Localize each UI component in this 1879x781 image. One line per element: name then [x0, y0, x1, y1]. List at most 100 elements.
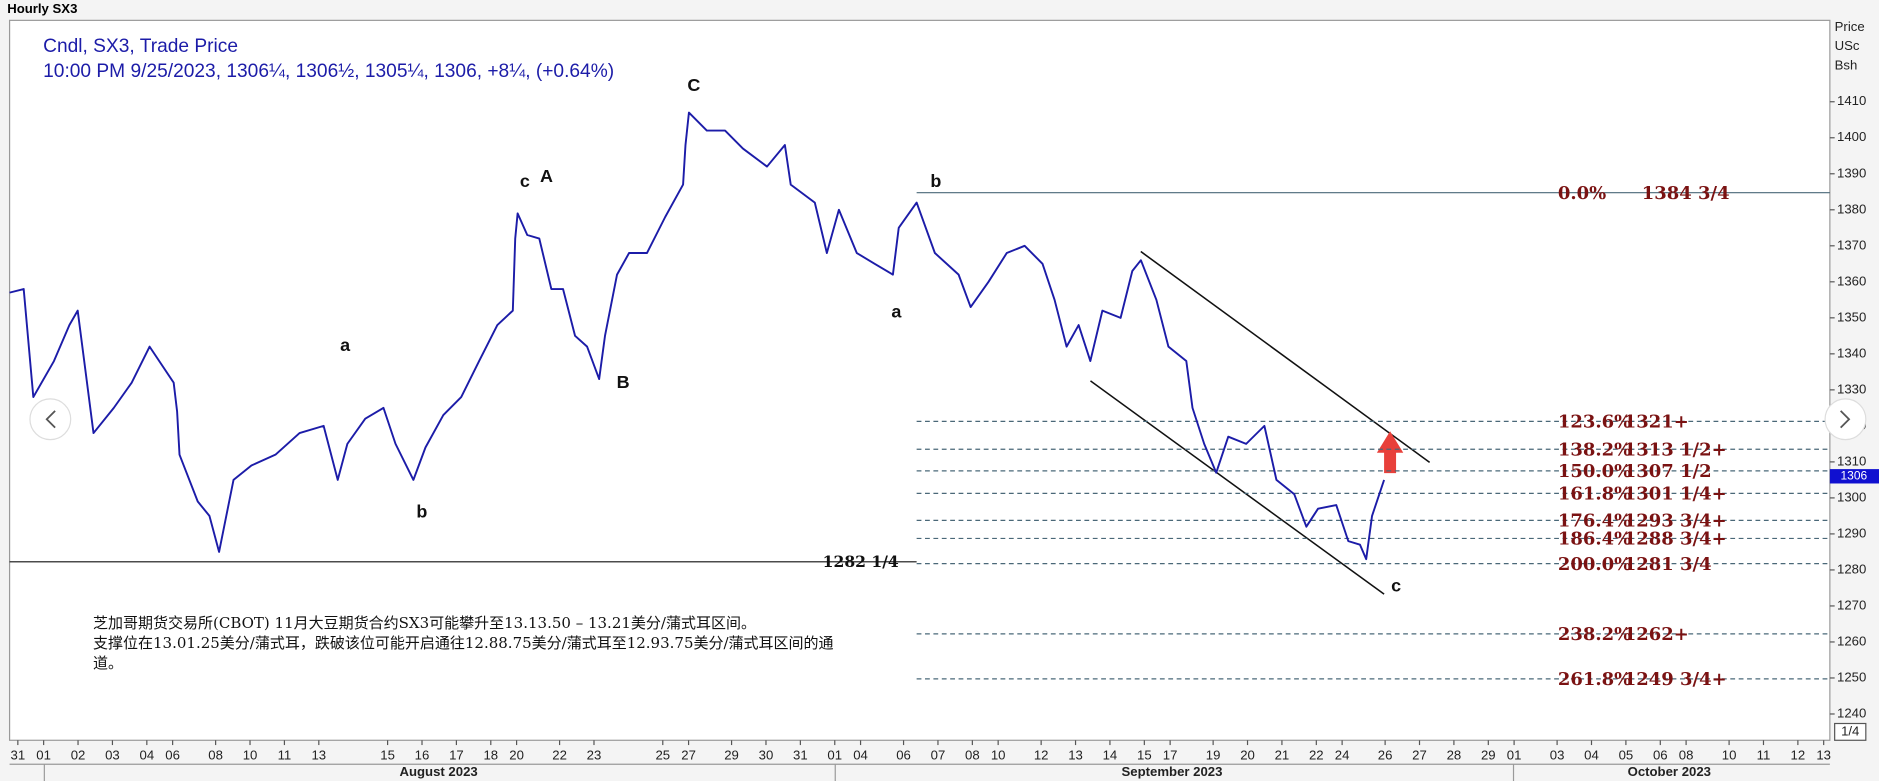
month-label: October 2023	[1628, 764, 1711, 779]
x-tick-label: 05	[1619, 747, 1634, 762]
wave-label: b	[930, 171, 941, 191]
x-tick-label: 27	[1412, 747, 1427, 762]
x-tick-label: 25	[655, 747, 670, 762]
fib-ratio: 161.8%	[1558, 484, 1631, 505]
x-tick-label: 11	[1757, 747, 1771, 762]
prev-icon	[45, 410, 56, 429]
scale-label: 1/4	[1841, 723, 1859, 738]
x-tick-label: 28	[1447, 747, 1462, 762]
scale-box	[1834, 722, 1867, 741]
x-tick-label: 15	[1137, 747, 1152, 762]
x-tick-label: 20	[509, 747, 524, 762]
x-tick-label: 03	[105, 747, 120, 762]
x-tick-label: 08	[1679, 747, 1694, 762]
x-tick-label: 22	[1309, 747, 1324, 762]
x-tick-label: 27	[681, 747, 696, 762]
fib-ratio: 123.6%	[1558, 412, 1631, 433]
fib-ratio: 261.8%	[1558, 669, 1631, 690]
y-tick-label: 1400	[1837, 129, 1866, 144]
fib-ratio: 186.4%	[1558, 529, 1631, 550]
plot-area	[8, 19, 1831, 741]
fib-price: 1293 3/4+	[1624, 511, 1727, 532]
x-tick-label: 31	[793, 747, 808, 762]
y-tick-label: 1370	[1837, 237, 1866, 252]
x-tick-label: 01	[1507, 747, 1522, 762]
x-tick-label: 11	[278, 747, 292, 762]
x-tick-label: 14	[1103, 747, 1118, 762]
x-tick-label: 10	[991, 747, 1006, 762]
x-tick-label: 20	[1240, 747, 1255, 762]
x-tick-label: 10	[243, 747, 258, 762]
y-tick-label: 1310	[1837, 453, 1866, 468]
x-tick-label: 17	[1163, 747, 1178, 762]
x-tick-label: 08	[208, 747, 223, 762]
nav-buttons	[29, 398, 1867, 441]
fib-ratio: 150.0%	[1558, 461, 1631, 482]
fib-price: 1281 3/4	[1624, 554, 1712, 575]
y-tick-label: 1410	[1837, 93, 1866, 108]
y-tick-label: 1250	[1837, 669, 1866, 684]
y-axis-label: Bsh	[1835, 57, 1858, 72]
y-tick-label: 1340	[1837, 345, 1866, 360]
x-tick-label: 12	[1034, 747, 1049, 762]
y-tick-label: 1290	[1837, 525, 1866, 540]
x-tick-label: 31	[11, 747, 26, 762]
x-tick-label: 15	[380, 747, 395, 762]
fib-price: 1321+	[1624, 412, 1689, 433]
fib-price: 1384 3/4	[1642, 183, 1730, 204]
x-tick-label: 02	[71, 747, 86, 762]
fib-ratio: 176.4%	[1558, 511, 1631, 532]
x-tick-label: 04	[140, 747, 155, 762]
x-tick-label: 29	[1481, 747, 1496, 762]
last-price-label: 1306	[1841, 468, 1868, 482]
month-label: September 2023	[1122, 764, 1223, 779]
next-icon	[1840, 410, 1851, 429]
note-text: 支撑位在13.01.25美分/蒲式耳，跌破该位可能开启通往12.88.75美分/…	[93, 634, 834, 672]
y-tick-label: 1240	[1837, 705, 1866, 720]
x-tick-label: 04	[1584, 747, 1599, 762]
x-tick-label: 06	[1653, 747, 1668, 762]
x-tick-label: 22	[552, 747, 567, 762]
y-tick-label: 1280	[1837, 561, 1866, 576]
next-button[interactable]	[1824, 398, 1867, 441]
x-tick-label: 21	[1275, 747, 1290, 762]
price-line	[9, 111, 1385, 561]
x-tick-label: 13	[1816, 747, 1831, 762]
fib-ratio: 200.0%	[1558, 554, 1631, 575]
x-tick-label: 12	[1791, 747, 1806, 762]
x-tick-label: 16	[415, 747, 430, 762]
x-tick-label: 01	[36, 747, 51, 762]
y-tick-label: 1260	[1837, 633, 1866, 648]
x-tick-label: 07	[931, 747, 946, 762]
y-tick-label: 1330	[1837, 381, 1866, 396]
wave-label: A	[540, 166, 553, 186]
month-label: August 2023	[399, 764, 477, 779]
support-label: 1282 1/4	[823, 552, 899, 571]
x-tick-label: 01	[827, 747, 842, 762]
wave-label: C	[687, 75, 700, 95]
y-tick-label: 1360	[1837, 273, 1866, 288]
x-tick-label: 10	[1722, 747, 1737, 762]
chart-title: Hourly SX3	[7, 1, 77, 16]
y-axis-label: Price	[1835, 19, 1865, 34]
x-tick-label: 08	[965, 747, 980, 762]
x-tick-label: 24	[1335, 747, 1350, 762]
fib-ratio: 138.2%	[1558, 439, 1631, 460]
prev-button[interactable]	[29, 398, 72, 441]
wave-label: a	[340, 335, 351, 355]
fib-price: 1301 1/4+	[1624, 484, 1727, 505]
x-tick-label: 03	[1550, 747, 1565, 762]
x-tick-label: 23	[587, 747, 602, 762]
x-tick-label: 19	[1206, 747, 1221, 762]
y-tick-label: 1270	[1837, 597, 1866, 612]
y-tick-label: 1380	[1837, 201, 1866, 216]
y-tick-label: 1390	[1837, 165, 1866, 180]
y-tick-label: 1300	[1837, 489, 1866, 504]
wave-label: b	[416, 501, 427, 521]
y-tick-label: 1350	[1837, 309, 1866, 324]
x-tick-label: 04	[853, 747, 868, 762]
fib-price: 1288 3/4+	[1624, 529, 1727, 550]
x-tick-label: 18	[483, 747, 498, 762]
legend-series: Cndl, SX3, Trade Price	[43, 36, 238, 57]
